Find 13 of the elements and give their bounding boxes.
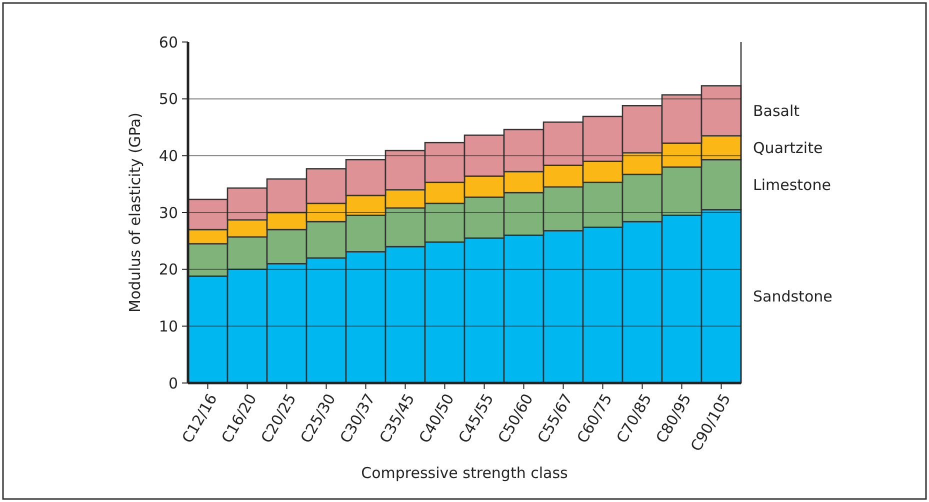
- y-tick-label: 0: [168, 374, 178, 392]
- series-label: Quartzite: [753, 138, 823, 157]
- series-label: Limestone: [753, 176, 831, 194]
- y-tick-label: 10: [158, 317, 178, 336]
- y-tick-label: 60: [158, 33, 178, 52]
- y-axis-title: Modulus of elasticity (GPa): [126, 112, 144, 312]
- y-tick-label: 30: [158, 204, 178, 222]
- series-label: Basalt: [753, 102, 800, 120]
- y-tick-label: 20: [158, 260, 178, 279]
- y-tick-label: 40: [158, 146, 178, 165]
- series-label: Sandstone: [753, 288, 832, 306]
- y-tick-label: 50: [158, 90, 178, 108]
- x-axis-title: Compressive strength class: [361, 464, 568, 482]
